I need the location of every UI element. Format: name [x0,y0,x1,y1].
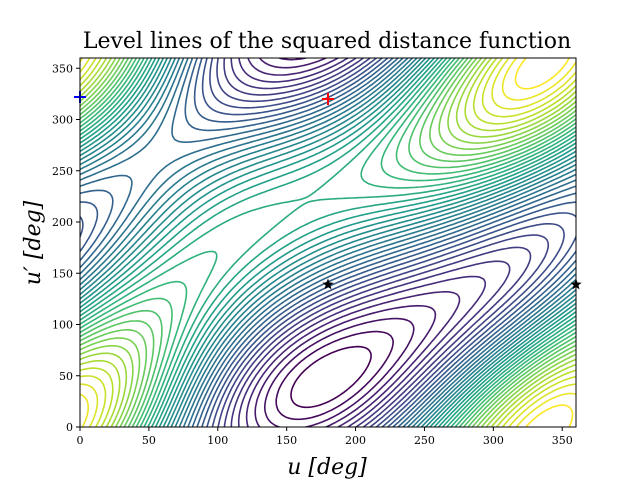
x-tick-label: 50 [142,434,156,447]
contour-level-line [80,58,576,427]
contour-level-line [245,58,461,427]
contour-level-line [80,58,576,427]
chart-title: Level lines of the squared distance func… [83,29,571,54]
contour-level-line [80,58,576,427]
x-axis-ticks: 0 50 100 150 200 250 300 350 [77,427,573,447]
contour-level-line [80,58,576,427]
contour-level-line [80,58,576,427]
contour-level-line [80,58,576,427]
contour-level-line [80,58,576,427]
contour-level-line [80,58,576,427]
contour-level-line [80,58,576,427]
contour-level-line [290,345,372,409]
contour-level-line [80,58,576,427]
contour-level-line [230,58,511,427]
x-axis-label: u [deg] [287,455,367,480]
contour-level-line [275,330,394,421]
contour-lines [80,58,576,427]
contour-level-line [80,58,576,427]
y-tick-label: 0 [66,421,73,434]
y-tick-label: 100 [52,319,73,332]
contour-level-line [80,58,576,427]
contour-level-line [80,58,576,427]
contour-level-line [223,58,532,427]
contour-level-line [80,58,576,427]
x-tick-label: 350 [552,434,573,447]
contour-level-line [80,58,576,427]
contour-level-line [80,58,576,427]
star-marker [322,278,334,290]
x-tick-label: 150 [276,434,297,447]
red-plus-marker [322,93,334,105]
contour-level-line [216,58,550,427]
contour-level-line [80,58,576,427]
contour-level-line [80,58,576,427]
y-tick-label: 200 [52,216,73,229]
contour-level-line [264,58,415,427]
y-tick-label: 250 [52,165,73,178]
x-tick-label: 0 [77,434,84,447]
contour-level-line [209,58,565,427]
contour-level-line [80,58,576,427]
contour-level-line [80,58,576,427]
contour-level-line [80,58,576,427]
contour-level-line [80,58,576,427]
y-tick-label: 300 [52,114,73,127]
contour-level-line [237,58,487,427]
contour-level-line [254,58,437,427]
contour-level-line [80,58,576,427]
y-axis-ticks: 0 50 100 150 200 250 300 350 [52,62,80,434]
x-tick-label: 200 [345,434,366,447]
y-tick-label: 50 [59,370,73,383]
y-tick-label: 350 [52,62,73,75]
contour-level-line [80,58,576,427]
y-tick-label: 150 [52,267,73,280]
x-tick-label: 100 [207,434,228,447]
x-tick-label: 250 [414,434,435,447]
plot-frame [79,57,577,428]
y-axis-label: u′ [deg] [21,200,46,285]
x-tick-label: 300 [483,434,504,447]
